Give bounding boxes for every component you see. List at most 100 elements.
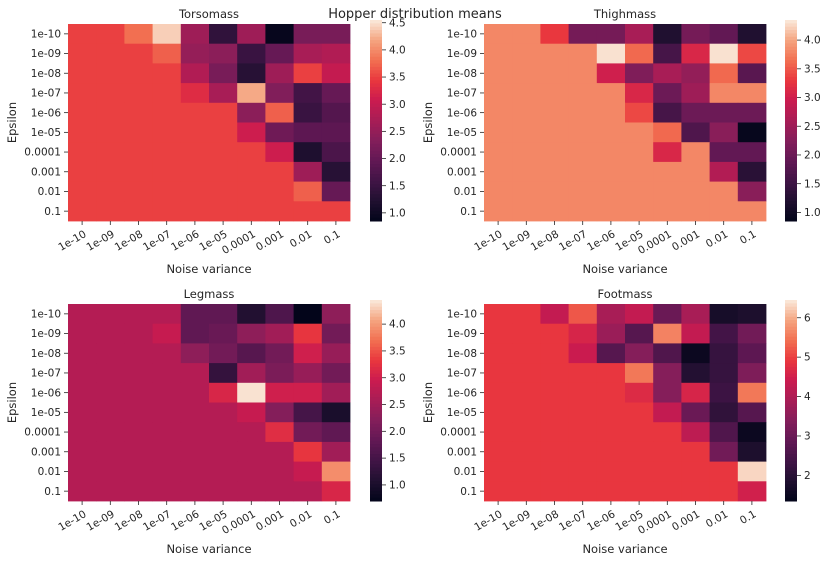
heatmap-cell (568, 63, 598, 84)
heatmap-cell (737, 142, 767, 163)
colorbar-segment (370, 467, 382, 472)
colorbar-segment (370, 343, 382, 348)
colorbar-segment (370, 50, 382, 54)
heatmap-cell (265, 441, 294, 462)
colorbar-segment (370, 490, 382, 495)
heatmap-cell (709, 402, 739, 423)
heatmap-cell (625, 481, 654, 502)
colorbar-segment (370, 400, 382, 405)
heatmap-cell (596, 24, 626, 45)
heatmap-cell (568, 363, 598, 384)
heatmap-cell (737, 323, 767, 344)
heatmap-cell (321, 43, 351, 64)
heatmap-cell (124, 402, 153, 423)
colorbar-tick-label: 4.0 (389, 319, 406, 331)
heatmap-cell (180, 323, 210, 344)
colorbar-segment (785, 340, 797, 345)
colorbar-segment (785, 326, 797, 331)
x-tick-label: 0.001 (254, 228, 286, 253)
colorbar-segment (785, 387, 797, 391)
colorbar-segment (370, 434, 382, 438)
heatmap-cell (293, 63, 323, 84)
heatmap-cell (321, 24, 351, 45)
colorbar-segment (370, 370, 382, 375)
y-tick-label: 0.0001 (440, 147, 477, 159)
heatmap-cell (709, 441, 739, 462)
colorbar-segment (785, 427, 797, 432)
heatmap-cell (68, 102, 97, 123)
colorbar-segment (785, 36, 797, 41)
heatmap-cell (68, 461, 97, 482)
heatmap-cell (124, 343, 153, 364)
heatmap-cell (653, 461, 682, 482)
heatmap-cell (152, 122, 182, 143)
y-tick-label: 1e-06 (447, 387, 478, 399)
y-tick-label: 1e-07 (447, 368, 477, 380)
heatmap-cell (512, 161, 541, 182)
colorbar-segment (370, 403, 382, 408)
y-tick-label: 0.1 (460, 486, 477, 498)
heatmap-cell (124, 83, 153, 104)
heatmap-cell (653, 323, 682, 344)
panel-title: Torsomass (178, 7, 239, 21)
heatmap-cell (512, 63, 541, 84)
colorbar-segment (785, 130, 797, 135)
heatmap-cell (653, 102, 682, 123)
colorbar-segment (370, 367, 382, 371)
heatmap-cell (568, 304, 598, 325)
heatmap-cell (180, 181, 210, 202)
colorbar-segment (785, 170, 797, 175)
colorbar-segment (370, 217, 382, 222)
colorbar-segment (785, 33, 797, 38)
colorbar-segment (785, 300, 797, 304)
heatmap-cell (625, 102, 654, 123)
heatmap-cell (321, 481, 351, 502)
heatmap-cell (653, 304, 682, 325)
colorbar-segment (785, 390, 797, 395)
colorbar-segment (370, 336, 382, 341)
colorbar-tick-label: 1.5 (389, 453, 406, 465)
x-axis-label: Noise variance (582, 542, 667, 556)
heatmap-cell (293, 343, 323, 364)
heatmap-cell (681, 201, 710, 222)
heatmap-cell (681, 422, 710, 443)
colorbar-segment (370, 346, 382, 351)
heatmap-cell (68, 382, 97, 403)
colorbar-segment (370, 90, 382, 95)
colorbar-segment (785, 107, 797, 111)
heatmap-cell (209, 363, 238, 384)
colorbar-segment (370, 356, 382, 361)
x-tick-label: 1e-07 (557, 228, 589, 254)
heatmap-cell (68, 161, 97, 182)
y-axis-label: Epsilon (421, 102, 435, 143)
colorbar-segment (785, 377, 797, 381)
heatmap-panel-torsomass: Torsomass1e-101e-091e-081e-071e-061e-050… (5, 7, 406, 276)
heatmap-cell (237, 441, 266, 462)
colorbar-segment (785, 346, 797, 351)
x-tick-label: 1e-09 (85, 508, 117, 534)
heatmap-panel-footmass: Footmass1e-101e-091e-081e-071e-061e-050.… (421, 287, 811, 556)
colorbar-segment (785, 197, 797, 202)
colorbar-segment (785, 160, 797, 165)
x-tick-label: 0.1 (322, 508, 342, 527)
colorbar-segment (370, 30, 382, 34)
x-tick-label: 1e-06 (169, 228, 202, 254)
heatmap-cell (152, 382, 182, 403)
heatmap-cell (237, 142, 266, 163)
colorbar-segment (370, 87, 382, 91)
colorbar-tick-label: 2.5 (389, 399, 406, 411)
colorbar-tick-label: 3.0 (389, 99, 406, 111)
heatmap-cell (484, 142, 513, 163)
heatmap-cell (237, 83, 266, 104)
heatmap-cell (321, 441, 351, 462)
colorbar-segment (785, 190, 797, 195)
heatmap-cell (709, 63, 739, 84)
heatmap-cell (540, 181, 569, 202)
heatmap-cell (68, 323, 97, 344)
colorbar-tick-label: 1.5 (804, 178, 821, 190)
heatmap-cell (180, 24, 210, 45)
heatmap-cell (681, 161, 710, 182)
y-tick-label: 1e-07 (31, 368, 61, 380)
colorbar-segment (785, 177, 797, 182)
heatmap-cell (68, 422, 97, 443)
